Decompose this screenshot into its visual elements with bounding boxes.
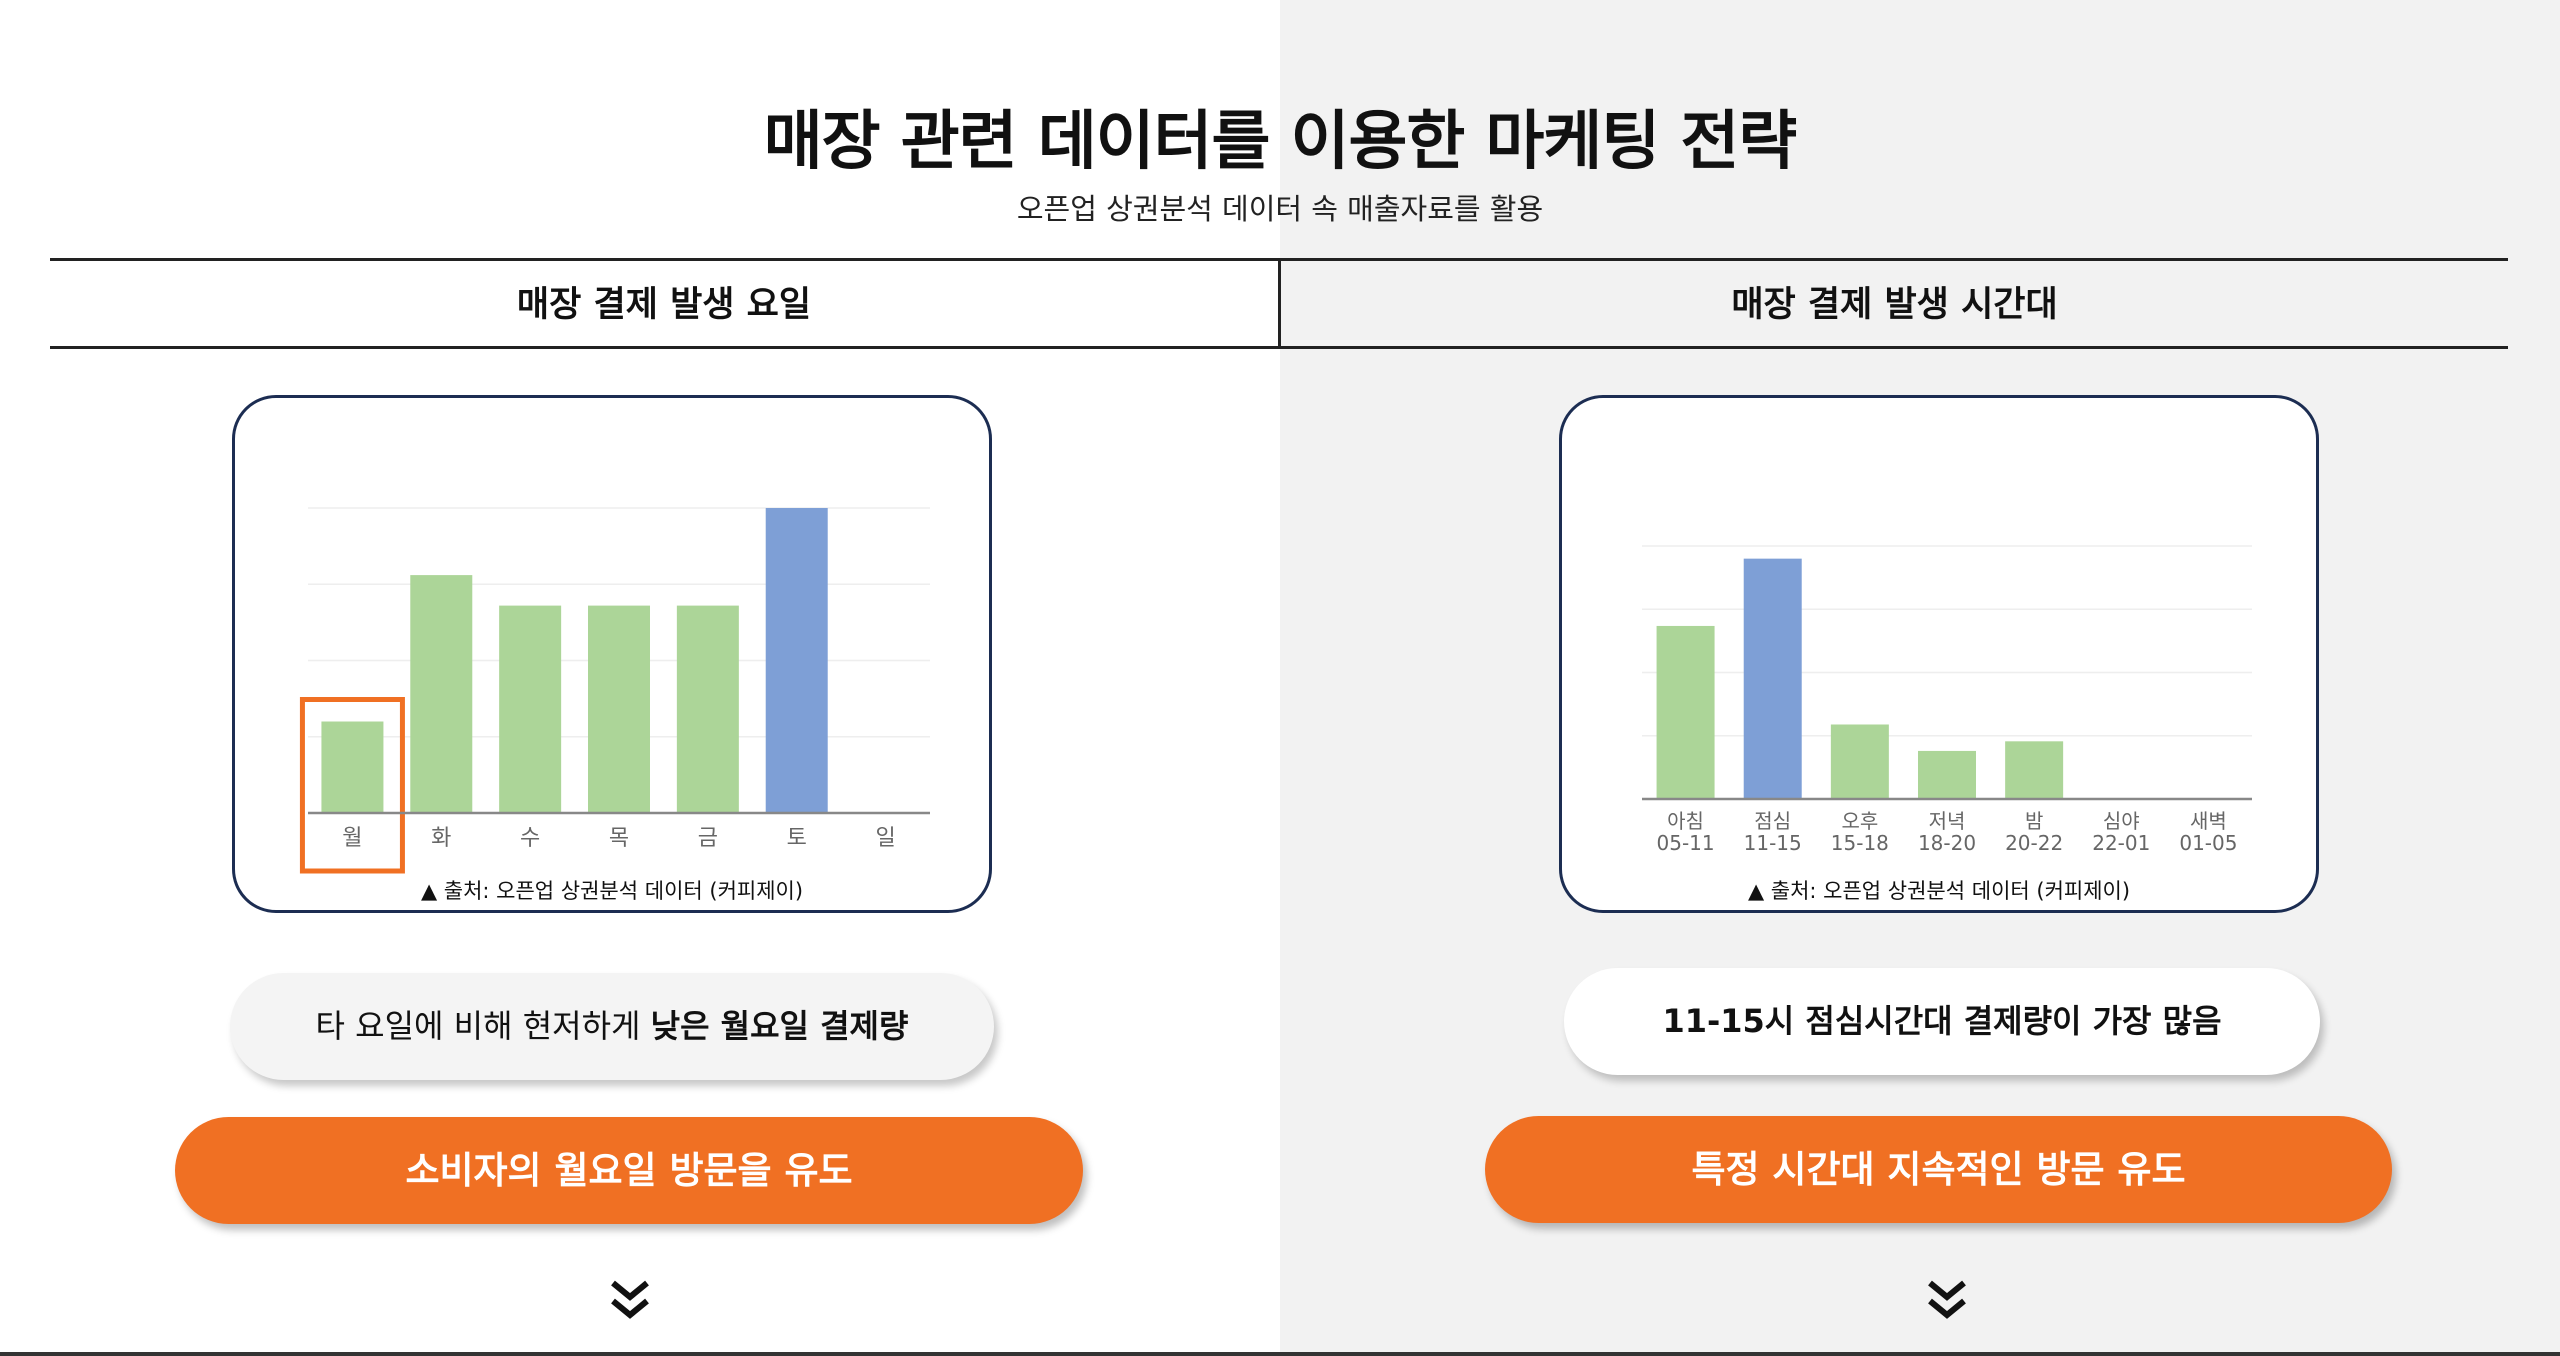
chart-bar xyxy=(765,508,828,813)
x-tick-sublabel: 01-05 xyxy=(2179,831,2237,855)
weekday-chart-source: ▲ 출처: 오픈업 상권분석 데이터 (커피제이) xyxy=(420,879,804,903)
x-tick-sublabel: 22-01 xyxy=(2092,831,2150,855)
left-column-heading: 매장 결제 발생 요일 xyxy=(516,285,812,325)
weekday-chart-card: 월 화 수 목 금 토 일 ▲ 출처: 오픈업 상권분석 데이터 (커피제이) xyxy=(232,395,992,913)
chart-bar xyxy=(499,605,562,813)
x-tick-label: 점심 xyxy=(1754,809,1791,833)
chart-bar xyxy=(1918,750,1976,799)
x-tick-label: 일 xyxy=(875,826,895,851)
timeslot-strategy-button[interactable]: 특정 시간대 지속적인 방문 유도 xyxy=(1485,1116,2392,1223)
header-top-divider xyxy=(50,258,2508,261)
chart-bar xyxy=(676,605,739,813)
x-tick-label: 수 xyxy=(520,826,540,851)
chart-bar xyxy=(410,575,473,813)
column-divider xyxy=(1278,261,1281,346)
monday-highlight-box xyxy=(299,697,405,874)
chart-bar xyxy=(1743,558,1802,799)
page-title: 매장 관련 데이터를 이용한 마케팅 전략 xyxy=(763,105,1798,179)
x-tick-sublabel: 18-20 xyxy=(1918,831,1976,855)
x-tick-label: 심야 xyxy=(2103,809,2140,833)
x-tick-label: 화 xyxy=(431,826,451,851)
x-tick-sublabel: 05-11 xyxy=(1657,831,1715,855)
chart-bar xyxy=(2005,741,2064,799)
timeslot-chart-card: 아침 05-11 점심 11-15 오후 15-18 저녁 18-20 밤 20-22 심야 22-0… xyxy=(1559,395,2319,913)
x-tick-label: 저녁 xyxy=(1929,809,1966,833)
x-tick-sublabel: 20-22 xyxy=(2005,831,2063,855)
double-chevron-down-icon[interactable] xyxy=(609,1279,651,1323)
chart-bar xyxy=(321,721,384,813)
chart-bar xyxy=(588,605,650,813)
x-tick-sublabel: 15-18 xyxy=(1831,831,1889,855)
x-tick-label: 밤 xyxy=(2025,809,2043,833)
x-tick-label: 아침 xyxy=(1667,809,1704,833)
timeslot-summary: 11-15시 점심시간대 결제량이 가장 많음 xyxy=(1564,968,2320,1075)
x-tick-label: 오후 xyxy=(1841,809,1878,833)
chart-bar xyxy=(1830,724,1889,799)
x-tick-label: 월 xyxy=(342,826,362,851)
weekday-summary: 타 요일에 비해 현저하게 낮은 월요일 결제량 xyxy=(230,973,994,1080)
timeslot-chart-source: ▲ 출처: 오픈업 상권분석 데이터 (커피제이) xyxy=(1747,879,2131,903)
x-tick-sublabel: 11-15 xyxy=(1744,831,1802,855)
header-bottom-divider xyxy=(50,346,2508,349)
page-subtitle: 오픈업 상권분석 데이터 속 매출자료를 활용 xyxy=(1016,192,1544,226)
right-column-heading: 매장 결제 발생 시간대 xyxy=(1731,285,2058,325)
chart-bar xyxy=(1656,625,1715,799)
double-chevron-down-icon[interactable] xyxy=(1926,1279,1968,1323)
weekday-strategy-button[interactable]: 소비자의 월요일 방문을 유도 xyxy=(175,1117,1083,1224)
weekday-summary-text: 타 요일에 비해 현저하게 xyxy=(315,1007,651,1045)
x-tick-label: 금 xyxy=(698,826,718,851)
x-tick-label: 새벽 xyxy=(2190,809,2227,833)
x-tick-label: 목 xyxy=(609,826,629,851)
bottom-border xyxy=(0,1352,2560,1356)
x-tick-label: 토 xyxy=(787,826,807,851)
weekday-summary-emphasis: 낮은 월요일 결제량 xyxy=(650,1007,909,1045)
